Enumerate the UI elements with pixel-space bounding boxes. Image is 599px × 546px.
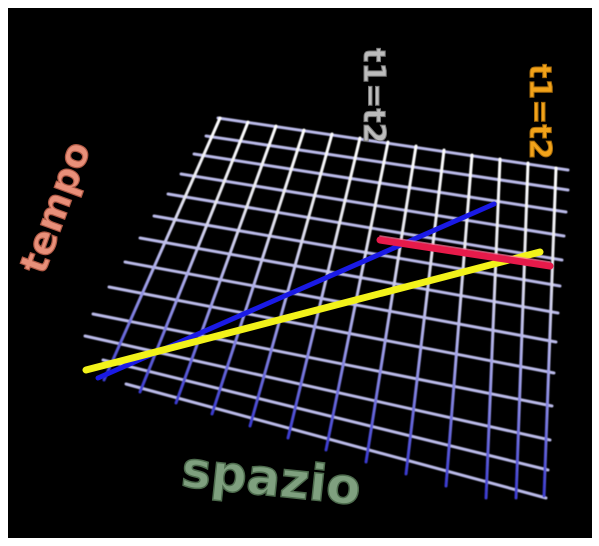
space-axis-label: spazio xyxy=(179,440,364,516)
diagram-canvas: t1=t2 t1=t2 tempo spazio xyxy=(8,8,592,538)
white-time-label-text: t1=t2 xyxy=(356,48,391,144)
time-axis-label: tempo xyxy=(11,135,99,279)
orange-time-label-text: t1=t2 xyxy=(522,64,557,160)
spacetime-scene: t1=t2 t1=t2 tempo spazio xyxy=(11,48,570,517)
white-time-label: t1=t2 xyxy=(356,48,392,145)
red-simultaneity-line xyxy=(376,236,554,270)
orange-time-label: t1=t2 xyxy=(522,64,558,161)
yellow-world-line xyxy=(82,248,544,374)
